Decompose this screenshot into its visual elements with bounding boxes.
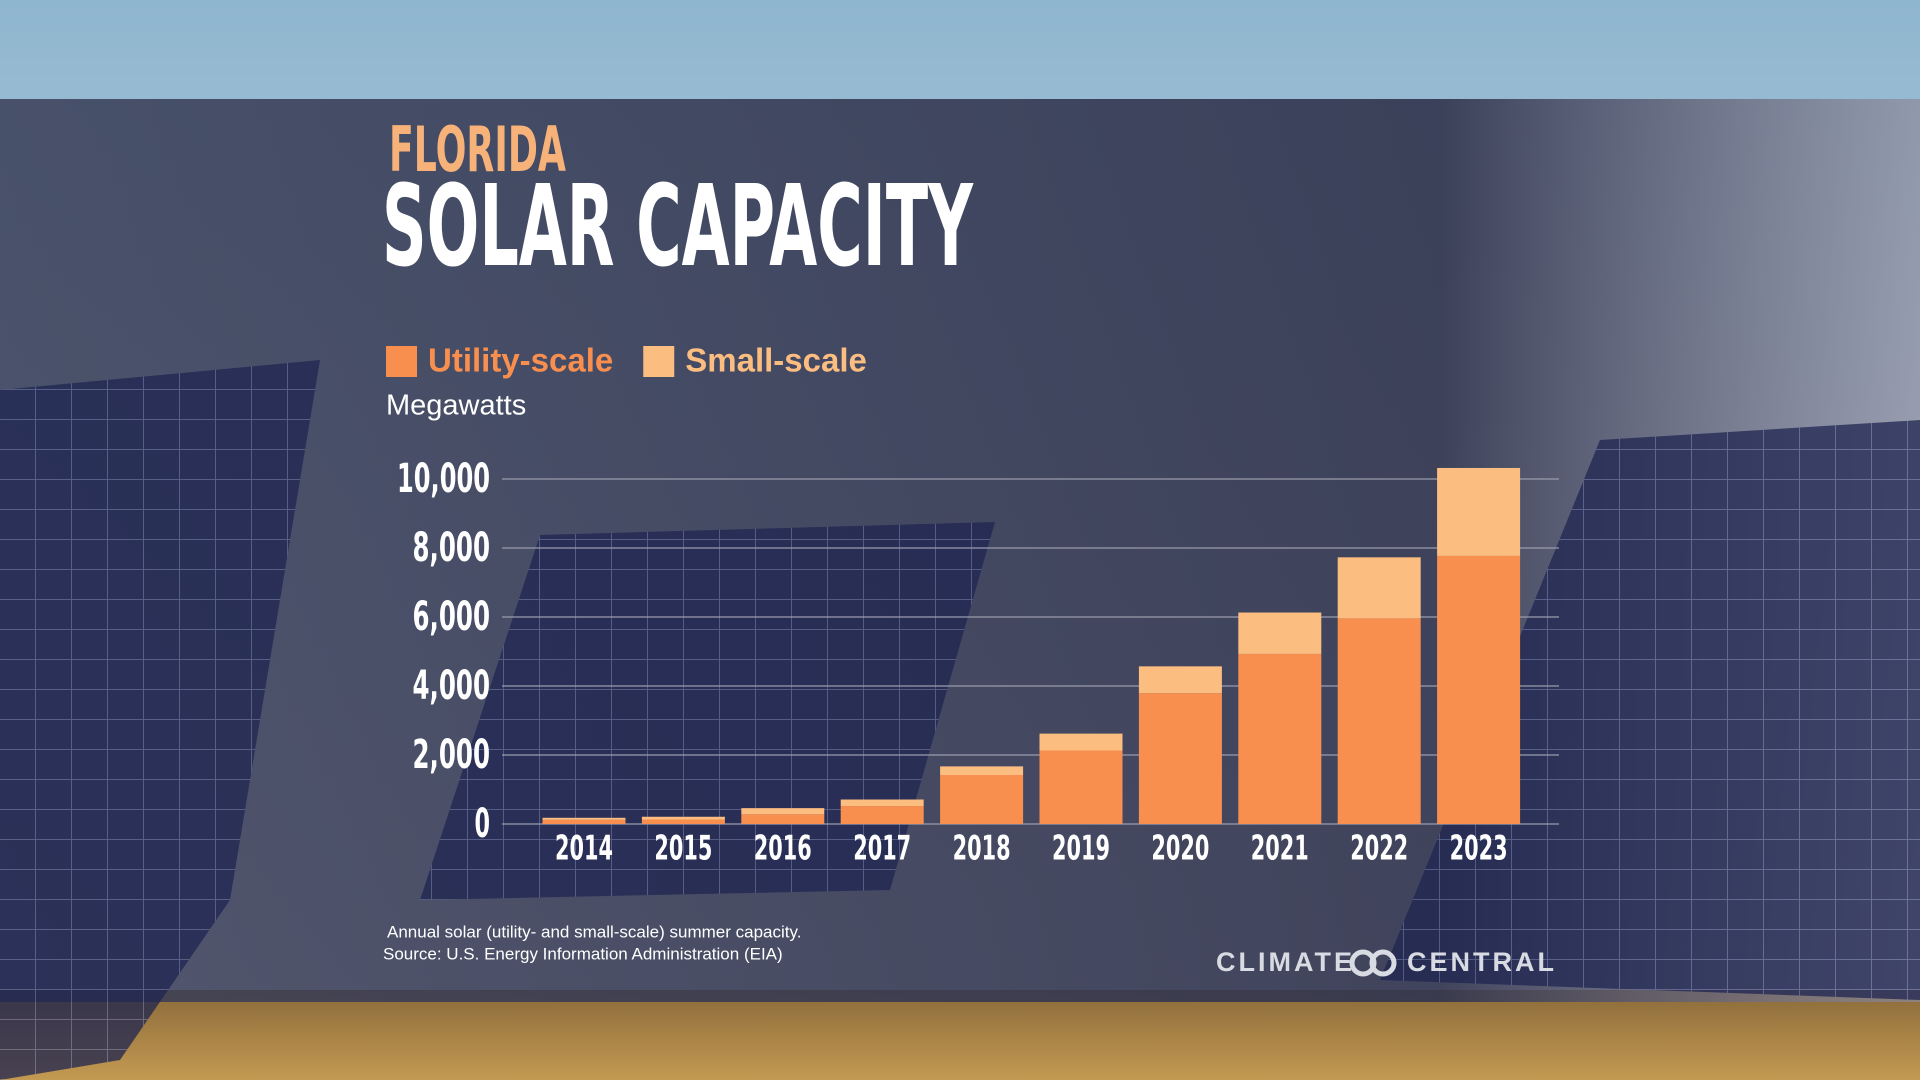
legend-label: Small-scale <box>685 342 867 379</box>
bar-segment <box>1138 666 1222 694</box>
chart-title: SOLAR CAPACITY <box>382 162 974 292</box>
x-tick-label: 2019 <box>1052 829 1110 869</box>
y-tick-label: 4,000 <box>413 663 491 709</box>
y-tick-label: 8,000 <box>413 525 491 571</box>
brand-right: CENTRAL <box>1407 947 1557 977</box>
bar-segment <box>940 775 1024 824</box>
x-tick-label: 2021 <box>1251 829 1309 869</box>
bar-segment <box>741 808 825 815</box>
bar-segment <box>741 814 825 824</box>
y-axis-label: Megawatts <box>386 390 526 422</box>
x-tick-label: 2017 <box>853 829 911 869</box>
note: Annual solar (utility- and small-scale) … <box>387 922 801 941</box>
y-tick-label: 2,000 <box>413 732 491 778</box>
legend-label: Utility-scale <box>428 342 613 379</box>
logo-ring <box>1369 949 1397 977</box>
x-tick-label: 2023 <box>1450 829 1508 869</box>
y-tick-label: 10,000 <box>397 456 490 502</box>
brand-left: CLIMATE <box>1216 947 1355 977</box>
x-tick-label: 2022 <box>1350 829 1408 869</box>
y-tick-label: 6,000 <box>413 594 491 640</box>
x-tick-label: 2016 <box>754 829 812 869</box>
bar-segment <box>940 766 1024 776</box>
bar-segment <box>542 817 626 820</box>
bar-segment <box>1039 750 1123 824</box>
bar-segment <box>1138 693 1222 824</box>
bar-segment <box>1437 467 1521 556</box>
bar-segment <box>1337 618 1421 824</box>
bar-segment <box>1337 557 1421 619</box>
bar-segment <box>1039 733 1123 751</box>
brand-logo <box>1349 949 1397 977</box>
supertitle: FLORIDA <box>389 113 566 186</box>
bar-segment <box>641 816 725 820</box>
bar-segment <box>1238 653 1322 824</box>
x-tick-label: 2015 <box>654 829 712 869</box>
x-tick-label: 2020 <box>1151 829 1209 869</box>
y-tick-label: 0 <box>475 801 491 847</box>
bar-segment <box>542 819 626 824</box>
panel <box>0 360 320 1080</box>
legend-swatch <box>386 346 417 377</box>
legend-swatch <box>643 346 675 377</box>
bar-segment <box>840 799 924 807</box>
bar-segment <box>840 806 924 824</box>
bar-segment <box>641 819 725 824</box>
grass <box>0 990 1920 1080</box>
x-tick-label: 2014 <box>555 829 613 869</box>
bar-segment <box>1238 612 1322 654</box>
x-tick-label: 2018 <box>953 829 1011 869</box>
source: Source: U.S. Energy Information Administ… <box>383 944 783 963</box>
bar-segment <box>1437 555 1521 824</box>
panel <box>1380 420 1920 1000</box>
